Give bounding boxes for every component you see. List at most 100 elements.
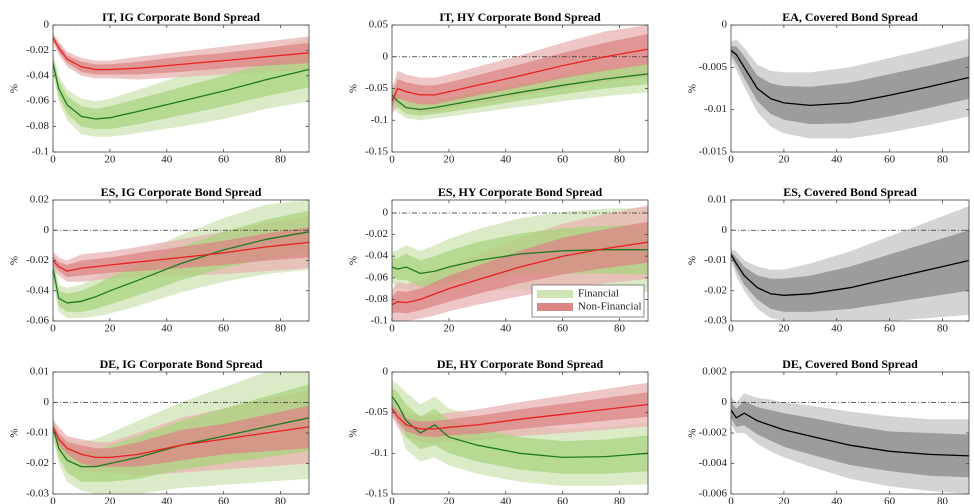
series-line <box>731 49 969 107</box>
y-tick-label: -0.08 <box>365 293 388 305</box>
plot-content <box>392 25 648 121</box>
axes-box <box>52 24 310 153</box>
x-tick-label: 0 <box>50 154 56 166</box>
y-tick-label: -0.05 <box>365 82 388 94</box>
panel: -0.1 -0.08 -0.06 -0.04 -0.02 0 0 20 40 60 80 IT, IG… <box>9 10 310 166</box>
legend-swatch <box>537 303 573 311</box>
y-tick-label: -0.03 <box>704 315 727 327</box>
y-tick-label: -0.02 <box>26 44 49 56</box>
y-tick-label: -0.06 <box>26 95 49 107</box>
panel: -0.03 -0.02 -0.01 0 0.01 0 20 40 60 80 ES, Covered… <box>687 185 970 335</box>
chart-title: DE, IG Corporate Bond Spread <box>100 357 263 371</box>
x-tick-label: 60 <box>884 496 896 504</box>
plot-content <box>731 25 969 139</box>
series-line <box>392 241 648 306</box>
legend-label: Non-Financial <box>578 301 642 313</box>
panel: -0.1 -0.08 -0.06 -0.04 -0.02 0 0 20 40 60 80 ES, HY… <box>348 185 649 335</box>
inner-band <box>53 405 309 467</box>
axes-box <box>391 371 649 495</box>
chart-title: DE, Covered Bond Spread <box>782 357 918 371</box>
y-tick-label: 0 <box>722 19 728 31</box>
panel: -0.06 -0.04 -0.02 0 0.02 0 20 40 60 80 ES, IG Corp… <box>9 185 310 335</box>
panel: -0.006 -0.004 -0.002 0 0.002 0 20 40 60 80 DE, Cov… <box>687 357 970 504</box>
series-line <box>53 241 309 272</box>
series-line <box>392 73 648 111</box>
y-tick-label: 0.002 <box>702 366 727 378</box>
panel: -0.15 -0.1 -0.05 0 0 20 40 60 80 DE, HY Corporate… <box>348 357 649 504</box>
x-tick-label: 0 <box>728 154 734 166</box>
plot-content <box>53 372 309 494</box>
series-line <box>731 409 969 457</box>
y-axis-label: % <box>348 428 360 437</box>
chart-title: IT, IG Corporate Bond Spread <box>102 10 260 24</box>
x-tick-label: 20 <box>104 154 116 166</box>
chart-title: IT, HY Corporate Bond Spread <box>439 10 601 24</box>
inner-band <box>392 63 648 116</box>
y-tick-label: -0.06 <box>365 271 388 283</box>
y-tick-label: -0.04 <box>365 250 388 262</box>
panel: -0.03 -0.02 -0.01 0 0.01 0 20 40 60 80 DE, IG Corp… <box>9 357 310 504</box>
chart-title: DE, HY Corporate Bond Spread <box>437 357 604 371</box>
x-tick-label: 20 <box>443 154 455 166</box>
y-tick-label: -0.1 <box>371 447 388 459</box>
plot-content <box>731 206 969 321</box>
y-tick-label: -0.15 <box>365 488 388 500</box>
x-tick-label: 0 <box>389 323 395 335</box>
y-tick-label: -0.1 <box>371 114 388 126</box>
x-tick-label: 80 <box>614 154 626 166</box>
panel: -0.015 -0.01 -0.005 0 0 20 40 60 80 EA, Covered B… <box>687 10 970 166</box>
y-tick-label: -0.04 <box>26 69 49 81</box>
x-tick-label: 0 <box>728 496 734 504</box>
inner-band <box>53 35 309 75</box>
y-axis-label: % <box>348 84 360 93</box>
x-tick-label: 60 <box>218 496 230 504</box>
axes-box <box>730 24 970 153</box>
x-tick-label: 40 <box>831 323 843 335</box>
x-tick-label: 20 <box>778 323 790 335</box>
x-tick-label: 60 <box>557 323 569 335</box>
y-tick-label: 0 <box>722 224 728 236</box>
x-tick-label: 60 <box>557 154 569 166</box>
x-tick-label: 40 <box>161 323 173 335</box>
y-tick-label: -0.1 <box>32 146 49 158</box>
y-tick-label: -0.01 <box>704 103 727 115</box>
x-tick-label: 80 <box>614 496 626 504</box>
chart-title: ES, IG Corporate Bond Spread <box>101 185 262 199</box>
series-line <box>731 254 969 296</box>
y-tick-label: 0.01 <box>708 194 727 206</box>
x-tick-label: 80 <box>937 323 949 335</box>
legend-label: Financial <box>578 288 619 300</box>
y-tick-label: 0 <box>44 19 50 31</box>
x-tick-label: 0 <box>389 154 395 166</box>
x-tick-label: 40 <box>831 496 843 504</box>
y-tick-label: -0.05 <box>365 406 388 418</box>
y-tick-label: -0.015 <box>699 146 728 158</box>
y-axis-label: % <box>687 428 699 437</box>
plot-content <box>53 200 309 318</box>
chart-title: EA, Covered Bond Spread <box>782 10 918 24</box>
x-tick-label: 20 <box>778 154 790 166</box>
y-tick-label: -0.004 <box>699 457 728 469</box>
x-tick-label: 40 <box>500 154 512 166</box>
inner-band <box>731 401 969 478</box>
y-tick-label: -0.01 <box>704 254 727 266</box>
y-tick-label: -0.005 <box>699 61 728 73</box>
axes-box <box>391 199 649 322</box>
inner-band <box>392 388 648 474</box>
x-tick-label: 40 <box>161 496 173 504</box>
y-axis-label: % <box>9 428 21 437</box>
y-tick-label: 0.05 <box>369 19 389 31</box>
y-tick-label: 0.02 <box>30 194 49 206</box>
legend-swatch <box>537 290 573 298</box>
x-tick-label: 60 <box>557 496 569 504</box>
x-tick-label: 40 <box>831 154 843 166</box>
chart-title: ES, Covered Bond Spread <box>783 185 917 199</box>
y-tick-label: -0.04 <box>26 284 49 296</box>
x-tick-label: 20 <box>104 323 116 335</box>
x-tick-label: 60 <box>218 323 230 335</box>
panel: -0.15 -0.1 -0.05 0 0.05 0 20 40 60 80 IT, HY Corpo… <box>348 10 649 166</box>
x-tick-label: 80 <box>937 496 949 504</box>
y-tick-label: 0 <box>383 366 389 378</box>
series-line <box>53 62 309 120</box>
